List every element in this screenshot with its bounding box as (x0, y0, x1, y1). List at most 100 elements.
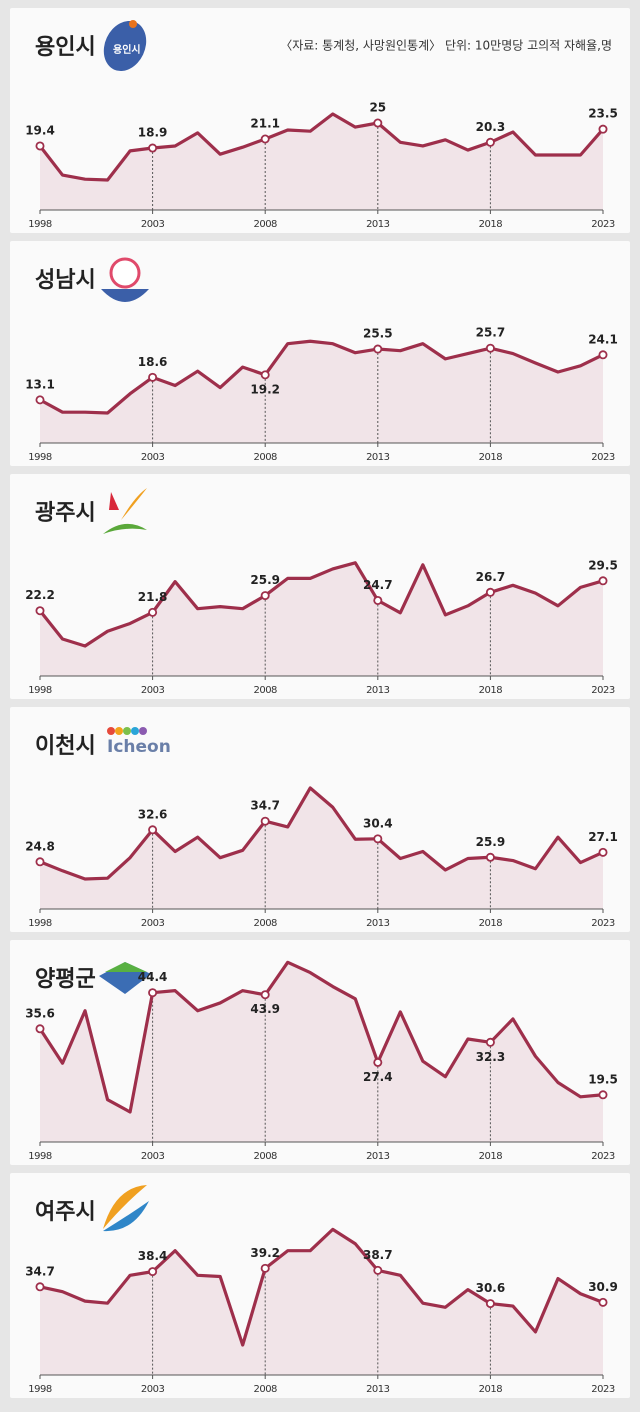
logo-text: 용인시 (113, 43, 141, 56)
data-label: 38.7 (363, 1248, 393, 1262)
x-tick-label: 2018 (479, 452, 503, 463)
data-label: 13.1 (25, 377, 55, 391)
point-marker (373, 595, 383, 605)
point-marker (485, 343, 495, 353)
point-marker (598, 847, 608, 857)
line (38, 960, 604, 1114)
data-label: 30.4 (363, 816, 393, 830)
point-marker (35, 1024, 45, 1034)
logo (103, 1185, 147, 1229)
x-tick-label: 2003 (141, 685, 165, 696)
data-label: 19.4 (25, 123, 55, 137)
x-tick-label: 2008 (253, 1151, 277, 1162)
data-label: 18.9 (138, 126, 168, 140)
x-tick-label: 2023 (591, 918, 615, 929)
point-marker (260, 134, 270, 144)
panel-title: 광주시 (35, 501, 96, 526)
panel: 여주시 1998 2003 2008 2013 2018 2023 34.7 38.4 39.2 3… (10, 1173, 630, 1398)
data-label: 32.3 (476, 1050, 506, 1064)
data-label: 26.7 (476, 570, 506, 584)
point-marker (148, 143, 158, 153)
data-label: 44.4 (138, 970, 168, 984)
x-tick-label: 2008 (253, 685, 277, 696)
point-marker (148, 825, 158, 835)
logo (129, 20, 137, 28)
area (40, 1229, 603, 1375)
point-marker (373, 834, 383, 844)
data-label: 21.1 (250, 117, 280, 131)
data-label: 38.4 (138, 1249, 168, 1263)
x-tick-label: 1998 (28, 1151, 52, 1162)
data-label: 25.7 (476, 326, 506, 340)
point-marker (260, 370, 270, 380)
logo (115, 727, 123, 735)
data-label: 43.9 (250, 1002, 280, 1016)
data-label: 34.7 (25, 1264, 55, 1278)
data-label: 21.8 (138, 590, 168, 604)
logo (139, 727, 147, 735)
point-marker (35, 395, 45, 405)
panel-title: 양평군 (35, 967, 96, 992)
point-marker (35, 1282, 45, 1292)
data-label: 24.1 (588, 332, 618, 346)
data-label: 25.9 (476, 835, 506, 849)
data-label: 23.5 (588, 107, 618, 121)
x-tick-label: 1998 (28, 685, 52, 696)
x-tick-label: 2008 (253, 1384, 277, 1395)
logo (131, 727, 139, 735)
logo (109, 257, 141, 289)
point-marker (35, 606, 45, 616)
panel: 양평군 1998 2003 2008 2013 2018 2023 35.6 44.4 43.9 2… (10, 940, 630, 1165)
panel-title: 이천시 (35, 734, 96, 759)
x-tick-label: 2003 (141, 1151, 165, 1162)
point-marker (373, 344, 383, 354)
data-label: 27.1 (588, 830, 618, 844)
point-marker (485, 852, 495, 862)
x-tick-label: 2003 (141, 1384, 165, 1395)
data-label: 34.7 (250, 799, 280, 813)
logo (103, 1201, 149, 1232)
logo (121, 488, 147, 520)
logo (103, 523, 147, 534)
data-label: 32.6 (138, 807, 168, 821)
panel-title: 성남시 (35, 268, 96, 293)
area (40, 341, 603, 443)
x-tick-label: 2013 (366, 685, 390, 696)
data-label: 30.6 (476, 1281, 506, 1295)
data-label: 18.6 (138, 355, 168, 369)
data-label: 39.2 (250, 1246, 280, 1260)
line (39, 339, 604, 415)
logo (103, 20, 147, 72)
area (40, 113, 603, 210)
panel: 성남시 1998 2003 2008 2013 2018 2023 13.1 18.6 19.2 2… (10, 241, 630, 466)
x-tick-label: 2018 (479, 918, 503, 929)
x-tick-label: 2003 (141, 452, 165, 463)
point-marker (148, 607, 158, 617)
x-tick-label: 2013 (366, 1384, 390, 1395)
logo (107, 727, 115, 735)
point-marker (598, 350, 608, 360)
point-marker (260, 990, 270, 1000)
area (40, 562, 603, 676)
point-marker (373, 1265, 383, 1275)
point-marker (260, 591, 270, 601)
x-tick-label: 2018 (479, 1151, 503, 1162)
x-tick-label: 2013 (366, 918, 390, 929)
point-marker (260, 816, 270, 826)
point-marker (373, 1057, 383, 1067)
data-label: 19.2 (250, 382, 280, 396)
panel: 광주시 1998 2003 2008 2013 2018 2023 22.2 21.8 25.9 2… (10, 474, 630, 699)
x-tick-label: 2013 (366, 1151, 390, 1162)
x-tick-label: 2018 (479, 1384, 503, 1395)
panel: 용인시 용인시 〈자료: 통계청, 사망원인통계〉 단위: 10만명당 고의적 자해… (10, 8, 630, 233)
x-tick-label: 1998 (28, 918, 52, 929)
data-label: 27.4 (363, 1070, 393, 1084)
x-tick-label: 1998 (28, 1384, 52, 1395)
point-marker (598, 124, 608, 134)
line (39, 1227, 604, 1347)
point-marker (148, 1267, 158, 1277)
x-tick-label: 2013 (366, 219, 390, 230)
data-label: 25 (369, 101, 386, 115)
